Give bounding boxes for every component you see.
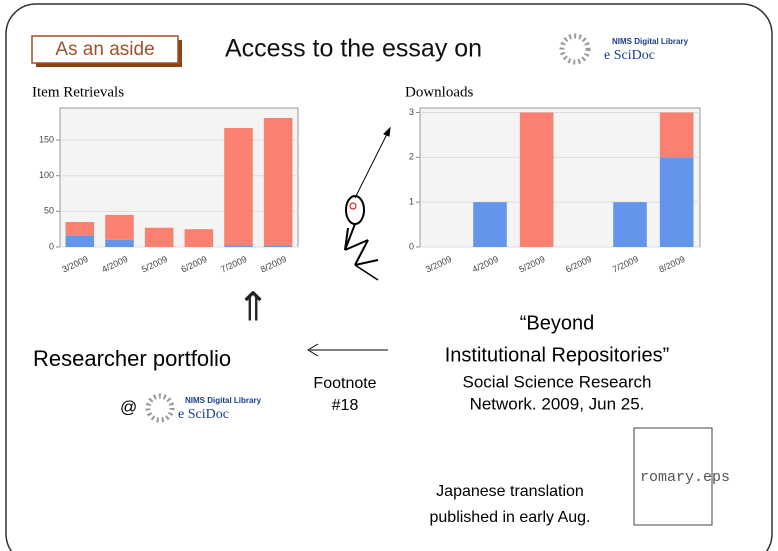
x-tick-label: 5/2009 — [140, 254, 169, 275]
x-tick-label: 4/2009 — [100, 254, 129, 275]
logo-top: NIMS Digital Library — [612, 37, 689, 46]
translation: published in early Aug. — [430, 509, 591, 526]
logo-bottom: e SciDoc — [178, 407, 229, 422]
essay-title: Institutional Repositories” — [445, 344, 670, 366]
y-tick-label: 150 — [39, 134, 54, 144]
bar — [264, 246, 293, 247]
x-tick-label: 5/2009 — [517, 254, 546, 275]
y-tick-label: 100 — [39, 170, 54, 180]
x-tick-label: 4/2009 — [471, 254, 500, 275]
x-tick-label: 6/2009 — [180, 254, 209, 275]
bar — [473, 202, 507, 247]
up-arrow: ⇑ — [236, 286, 270, 330]
bar — [66, 222, 95, 236]
y-tick-label: 0 — [49, 241, 54, 251]
bar — [660, 112, 694, 157]
bar — [185, 229, 214, 247]
placeholder-label: romary.eps — [640, 469, 730, 486]
at-sign: @ — [120, 397, 137, 416]
plot-area — [60, 108, 298, 247]
chart-title: Item Retrievals — [32, 84, 124, 100]
x-tick-label: 6/2009 — [564, 254, 593, 275]
bar — [224, 246, 253, 247]
bar — [145, 228, 174, 247]
logo-bottom: e SciDoc — [604, 48, 655, 63]
x-tick-label: 7/2009 — [611, 254, 640, 275]
x-tick-label: 3/2009 — [61, 254, 90, 275]
x-tick-label: 8/2009 — [259, 254, 288, 275]
y-tick-label: 50 — [44, 206, 54, 216]
footnote: #18 — [332, 397, 359, 414]
source: Social Science Research — [463, 372, 652, 391]
bar — [105, 215, 134, 240]
bar — [613, 202, 647, 247]
stick-figure — [345, 128, 390, 280]
translation: Japanese translation — [436, 483, 584, 500]
slide: As an aside Access to the essay on NIMS … — [0, 0, 778, 551]
y-tick-label: 2 — [409, 152, 414, 162]
bar — [520, 112, 554, 247]
aside-label: As an aside — [55, 39, 154, 60]
slide-title: Access to the essay on — [225, 35, 482, 63]
chart-title: Downloads — [405, 84, 473, 100]
y-tick-label: 3 — [409, 107, 414, 117]
x-tick-label: 3/2009 — [424, 254, 453, 275]
bar — [264, 118, 293, 246]
logo: NIMS Digital Library e SciDoc — [562, 36, 689, 63]
x-tick-label: 8/2009 — [657, 254, 686, 275]
y-tick-label: 1 — [409, 197, 414, 207]
essay-title: “Beyond — [520, 312, 595, 334]
bar — [660, 157, 694, 247]
portfolio: Researcher portfolio — [33, 346, 231, 371]
bar — [105, 240, 134, 247]
bar — [224, 128, 253, 246]
bar — [66, 236, 95, 247]
footnote: Footnote — [313, 375, 376, 392]
logo: NIMS Digital Library e SciDoc — [148, 396, 262, 422]
x-tick-label: 7/2009 — [219, 254, 248, 275]
source: Network. 2009, Jun 25. — [470, 394, 645, 413]
logo-top: NIMS Digital Library — [185, 396, 262, 405]
y-tick-label: 0 — [409, 241, 414, 251]
plot-area — [420, 108, 700, 247]
